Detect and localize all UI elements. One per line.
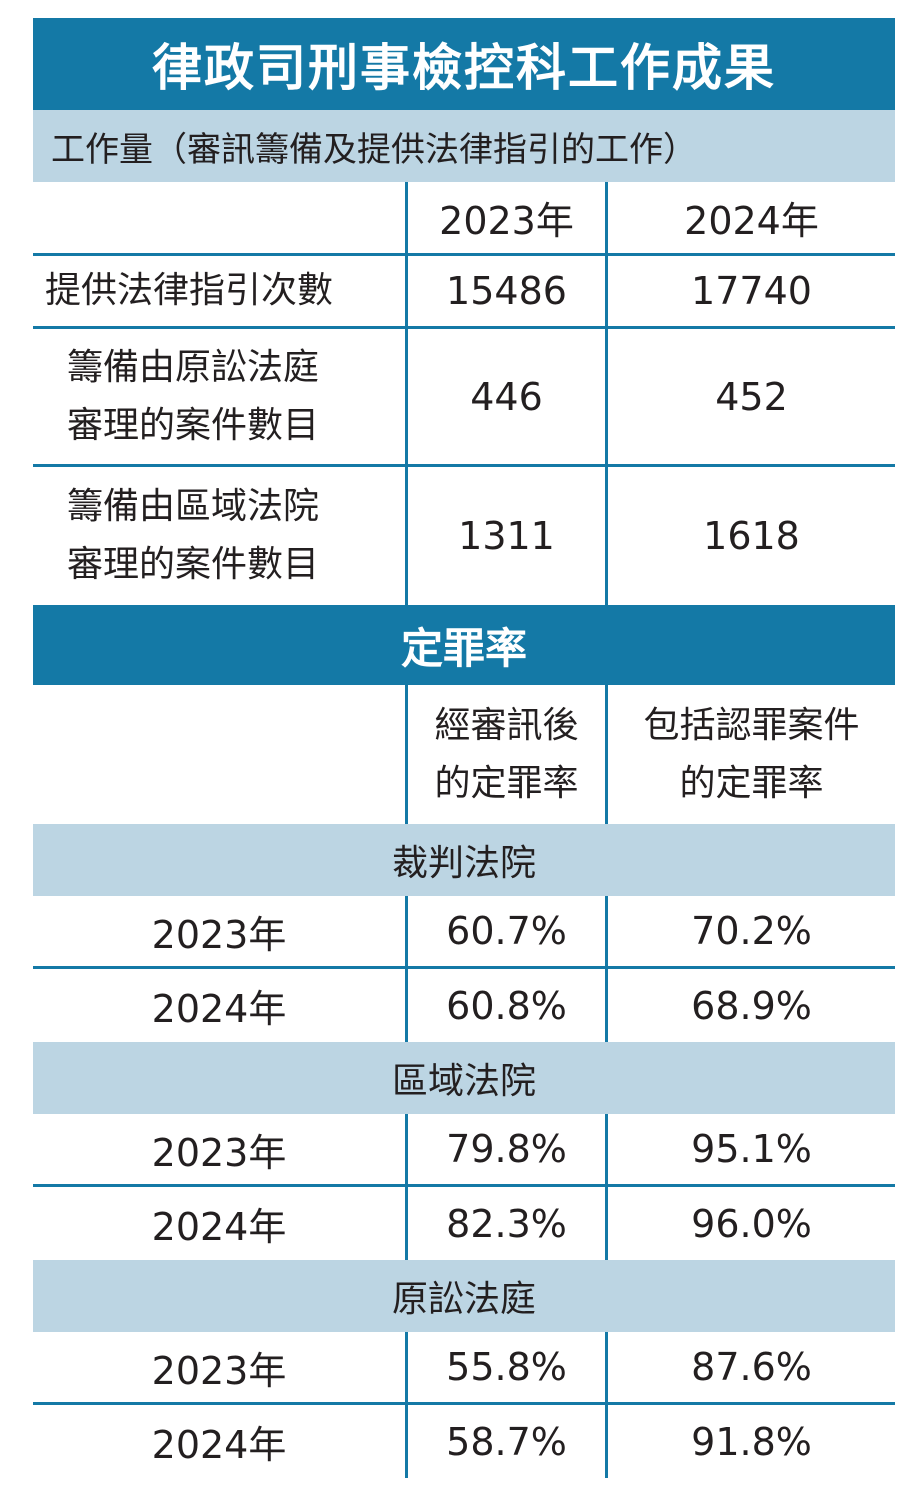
incl-plea-rate: 68.9% xyxy=(605,969,895,1042)
col-incl-plea-line1: 包括認罪案件 xyxy=(643,704,860,746)
row-label-line2: 審理的案件數目 xyxy=(67,544,320,585)
year-label: 2024年 xyxy=(151,1205,287,1249)
incl-plea-rate: 70.2% xyxy=(605,896,895,966)
incl-plea-rate: 96.0% xyxy=(605,1187,895,1260)
workload-heading: 工作量（審訊籌備及提供法律指引的工作） xyxy=(33,110,895,182)
incl-plea-rate: 95.1% xyxy=(605,1114,895,1184)
after-trial-rate: 55.8% xyxy=(405,1332,605,1402)
year-label: 2024年 xyxy=(151,987,287,1031)
group-heading-court-first-instance: 原訟法庭 xyxy=(33,1260,895,1332)
table-row: 2024年 60.8% 68.9% xyxy=(33,969,895,1042)
row-label: 籌備由原訟法庭 審理的案件數目 xyxy=(33,329,405,464)
table-row: 提供法律指引次數 15486 17740 xyxy=(33,256,895,329)
group-heading-magistrates: 裁判法院 xyxy=(33,824,895,896)
header-empty-cell xyxy=(33,182,405,253)
table-row: 2023年 55.8% 87.6% xyxy=(33,1332,895,1405)
col-2023-header: 2023年 xyxy=(405,182,605,253)
col-incl-plea-line2: 的定罪率 xyxy=(679,762,824,804)
table-row: 2024年 58.7% 91.8% xyxy=(33,1405,895,1478)
workload-header-row: 2023年 2024年 xyxy=(33,182,895,256)
table-row: 2024年 82.3% 96.0% xyxy=(33,1187,895,1260)
table-row: 籌備由區域法院 審理的案件數目 1311 1618 xyxy=(33,467,895,605)
col-2024-header: 2024年 xyxy=(605,182,895,253)
table-row: 2023年 79.8% 95.1% xyxy=(33,1114,895,1187)
table-title: 律政司刑事檢控科工作成果 xyxy=(33,18,895,110)
year-label: 2023年 xyxy=(151,1130,287,1175)
incl-plea-rate: 87.6% xyxy=(605,1332,895,1402)
year-label: 2023年 xyxy=(151,912,287,957)
row-label-line2: 審理的案件數目 xyxy=(67,404,320,446)
col-after-trial-line2: 的定罪率 xyxy=(434,762,579,804)
incl-plea-rate: 91.8% xyxy=(605,1405,895,1478)
col-incl-plea-header: 包括認罪案件 的定罪率 xyxy=(605,685,895,824)
conviction-heading: 定罪率 xyxy=(33,605,895,685)
header-empty-cell xyxy=(33,685,405,824)
results-table: 律政司刑事檢控科工作成果 工作量（審訊籌備及提供法律指引的工作） 2023年 2… xyxy=(33,18,895,1478)
group-heading-district: 區域法院 xyxy=(33,1042,895,1114)
table-row: 籌備由原訟法庭 審理的案件數目 446 452 xyxy=(33,329,895,467)
row-label: 提供法律指引次數 xyxy=(45,270,334,311)
value-2024: 452 xyxy=(605,329,895,464)
row-label-line1: 籌備由原訟法庭 xyxy=(67,346,320,388)
value-2023: 15486 xyxy=(405,256,605,326)
value-2024: 17740 xyxy=(605,256,895,326)
row-label-line1: 籌備由區域法院 xyxy=(67,486,320,527)
after-trial-rate: 82.3% xyxy=(405,1187,605,1260)
after-trial-rate: 60.7% xyxy=(405,896,605,966)
table-row: 2023年 60.7% 70.2% xyxy=(33,896,895,969)
after-trial-rate: 58.7% xyxy=(405,1405,605,1478)
year-label: 2023年 xyxy=(151,1348,287,1393)
value-2023: 446 xyxy=(405,329,605,464)
after-trial-rate: 79.8% xyxy=(405,1114,605,1184)
col-after-trial-header: 經審訊後 的定罪率 xyxy=(405,685,605,824)
col-after-trial-line1: 經審訊後 xyxy=(434,704,579,746)
after-trial-rate: 60.8% xyxy=(405,969,605,1042)
year-label: 2024年 xyxy=(151,1423,287,1467)
row-label: 籌備由區域法院 審理的案件數目 xyxy=(33,467,405,605)
value-2024: 1618 xyxy=(605,467,895,605)
conviction-header-row: 經審訊後 的定罪率 包括認罪案件 的定罪率 xyxy=(33,685,895,824)
value-2023: 1311 xyxy=(405,467,605,605)
